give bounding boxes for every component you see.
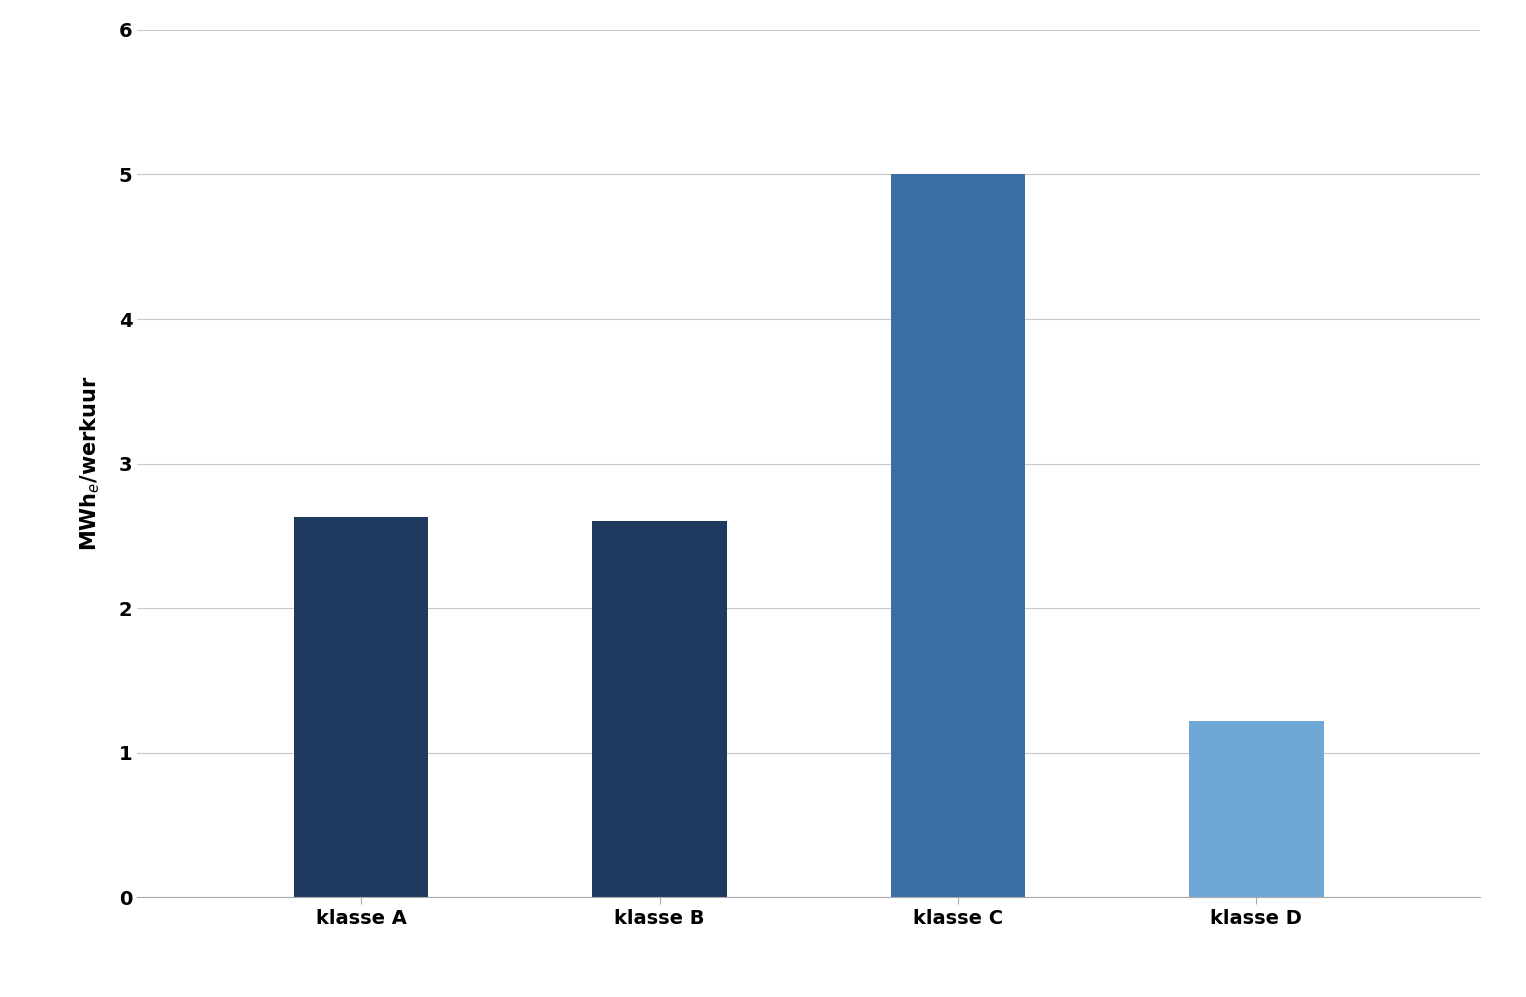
- Bar: [891, 174, 1025, 897]
- Bar: [1189, 721, 1323, 897]
- Bar: [295, 517, 429, 897]
- Bar: [592, 521, 726, 897]
- Y-axis label: MWh$_e$/werkuur: MWh$_e$/werkuur: [78, 376, 102, 551]
